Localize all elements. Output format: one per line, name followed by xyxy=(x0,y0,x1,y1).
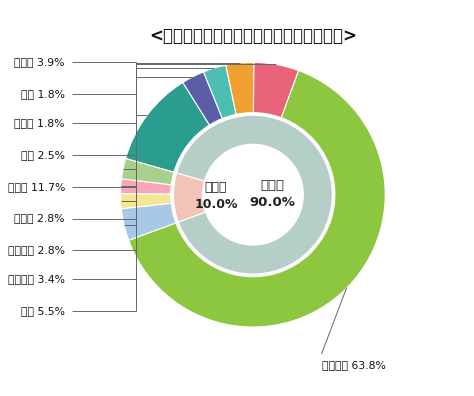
Text: フランス 2.8%: フランス 2.8% xyxy=(8,245,65,255)
Wedge shape xyxy=(128,70,385,327)
Wedge shape xyxy=(121,204,176,240)
Wedge shape xyxy=(120,179,172,194)
Wedge shape xyxy=(182,72,222,125)
Text: その他 3.9%: その他 3.9% xyxy=(15,57,65,67)
Text: カナダ 2.8%: カナダ 2.8% xyxy=(15,213,65,223)
Text: その他 11.7%: その他 11.7% xyxy=(8,182,65,192)
Wedge shape xyxy=(254,62,299,118)
Text: イギリス 3.4%: イギリス 3.4% xyxy=(8,274,65,284)
Wedge shape xyxy=(121,158,174,185)
Text: 日本 5.5%: 日本 5.5% xyxy=(21,306,65,316)
Wedge shape xyxy=(173,173,253,222)
Text: 先進国
90.0%: 先進国 90.0% xyxy=(250,179,296,209)
Text: 台湾 1.8%: 台湾 1.8% xyxy=(21,89,65,99)
Text: <対象インデックスの国・地域別構成比率>: <対象インデックスの国・地域別構成比率> xyxy=(149,27,357,45)
Wedge shape xyxy=(126,82,210,172)
Circle shape xyxy=(202,145,303,245)
Wedge shape xyxy=(203,65,236,118)
Wedge shape xyxy=(120,194,171,209)
Text: 新興国
10.0%: 新興国 10.0% xyxy=(194,181,237,211)
Text: 中国 2.5%: 中国 2.5% xyxy=(21,150,65,160)
Text: インド 1.8%: インド 1.8% xyxy=(15,118,65,128)
Text: アメリカ 63.8%: アメリカ 63.8% xyxy=(322,360,385,370)
Wedge shape xyxy=(176,115,332,274)
Wedge shape xyxy=(226,62,254,114)
